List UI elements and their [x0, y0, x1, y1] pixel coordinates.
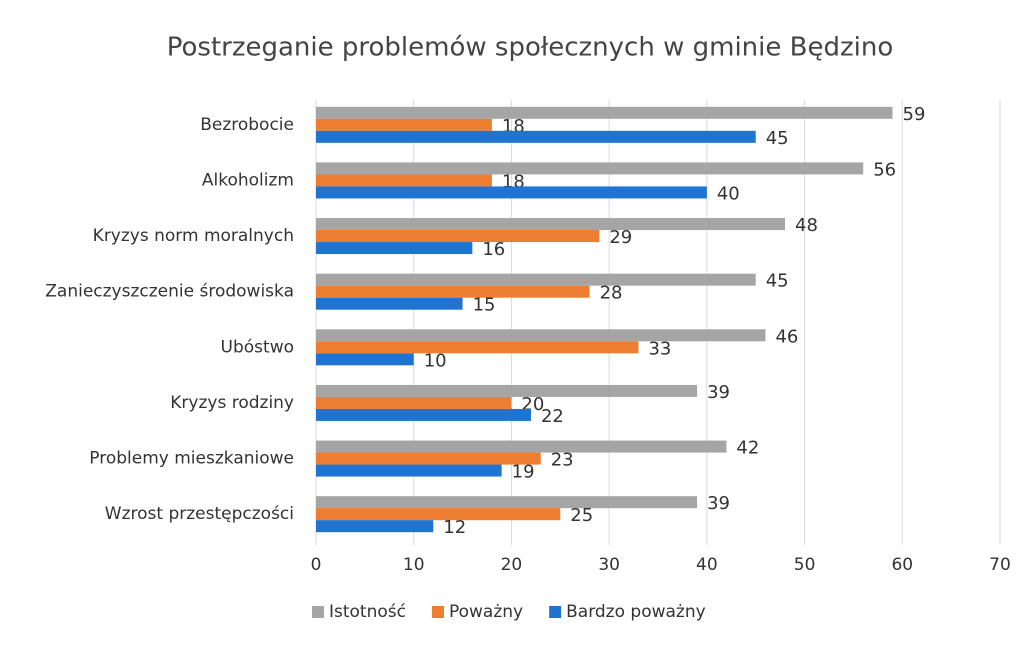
- legend-swatch: [312, 606, 324, 618]
- data-label: 33: [648, 338, 671, 359]
- y-tick-label: Zanieczyszczenie środowiska: [45, 282, 294, 302]
- bar: [316, 496, 698, 509]
- chart-title: Postrzeganie problemów społecznych w gmi…: [167, 33, 893, 63]
- bar: [316, 118, 492, 131]
- x-tick-label: 70: [989, 555, 1011, 575]
- bar: [316, 452, 541, 465]
- data-label: 16: [482, 239, 505, 260]
- data-label: 56: [873, 159, 896, 180]
- data-label: 29: [609, 227, 632, 248]
- data-label: 15: [473, 295, 496, 316]
- data-label: 28: [600, 283, 623, 304]
- data-label: 12: [443, 517, 466, 538]
- bar: [316, 341, 639, 354]
- x-tick-label: 30: [598, 555, 620, 575]
- bar: [316, 106, 893, 119]
- data-label: 39: [707, 493, 730, 514]
- legend-label: Poważny: [449, 602, 523, 622]
- y-tick-label: Problemy mieszkaniowe: [89, 449, 294, 469]
- y-tick-label: Ubóstwo: [221, 337, 294, 357]
- bar: [316, 162, 864, 175]
- data-label: 40: [717, 183, 740, 204]
- bar: [316, 186, 707, 199]
- bar: [316, 218, 786, 231]
- bar: [316, 174, 492, 187]
- bar: [316, 242, 473, 255]
- legend-swatch: [431, 606, 444, 618]
- data-label: 39: [707, 382, 730, 403]
- data-label: 45: [766, 128, 789, 149]
- data-label: 25: [570, 505, 593, 526]
- x-tick-label: 50: [794, 555, 816, 575]
- data-label: 59: [903, 104, 926, 125]
- bar: [316, 130, 756, 143]
- bar: [316, 408, 531, 421]
- bar: [316, 520, 434, 533]
- y-tick-label: Kryzys norm moralnych: [93, 226, 294, 246]
- bar: [316, 464, 502, 477]
- y-tick-label: Bezrobocie: [200, 115, 294, 135]
- x-tick-label: 60: [891, 555, 913, 575]
- data-label: 45: [766, 271, 789, 292]
- bar: [316, 285, 590, 298]
- legend-label: Bardzo poważny: [566, 602, 706, 622]
- bar: [316, 384, 698, 397]
- data-label: 42: [736, 438, 759, 459]
- data-label: 23: [551, 450, 574, 471]
- data-label: 22: [541, 406, 564, 427]
- bar: [316, 396, 512, 409]
- data-label: 46: [775, 326, 798, 347]
- data-label: 48: [795, 215, 818, 236]
- y-tick-label: Wzrost przestępczości: [105, 504, 294, 524]
- bar: [316, 508, 561, 521]
- bar: [316, 329, 766, 342]
- legend-label: Istotność: [329, 602, 406, 622]
- x-tick-label: 40: [696, 555, 718, 575]
- bar: [316, 440, 727, 453]
- x-tick-label: 0: [311, 555, 322, 575]
- bar: [316, 297, 463, 310]
- x-tick-label: 20: [501, 555, 523, 575]
- bar: [316, 353, 414, 366]
- data-label: 10: [424, 350, 447, 371]
- bar: [316, 230, 600, 243]
- data-label: 19: [512, 462, 535, 483]
- y-tick-label: Alkoholizm: [202, 170, 294, 190]
- bar: [316, 273, 756, 286]
- legend-swatch: [549, 606, 562, 618]
- x-tick-label: 10: [403, 555, 425, 575]
- y-tick-label: Kryzys rodziny: [170, 393, 294, 413]
